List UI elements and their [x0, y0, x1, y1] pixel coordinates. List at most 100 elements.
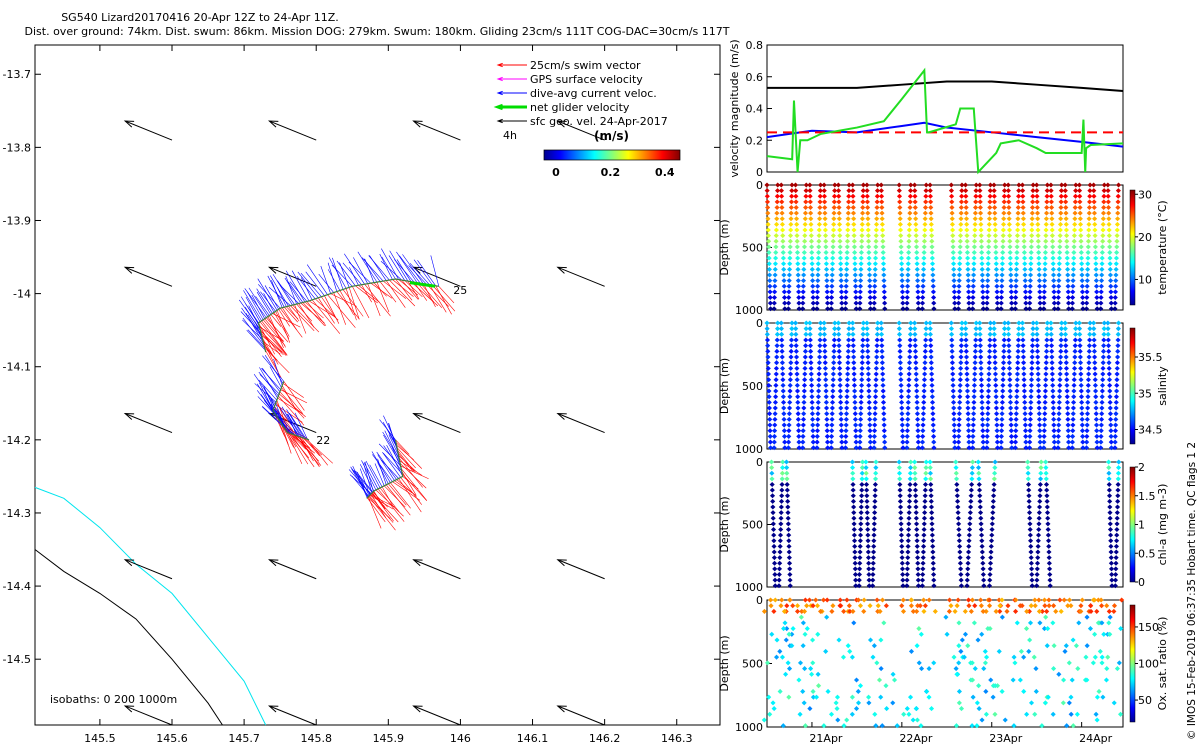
salinity-profile-point: [850, 343, 856, 349]
salinity-profile-point: [810, 416, 816, 422]
salinity-profile-point: [816, 365, 822, 371]
salinity-profile-point: [994, 416, 1000, 422]
salinity-profile-point: [873, 365, 879, 371]
chlorophyll-profile-point: [1108, 560, 1114, 566]
temperature-profile-point: [1072, 204, 1078, 211]
chlorophyll-profile-point: [977, 498, 983, 504]
chlorophyll-profile-point: [954, 487, 960, 493]
temperature-profile-point: [904, 306, 910, 312]
oxygen-profile-point: [844, 717, 850, 723]
chlorophyll-profile-point: [851, 521, 857, 527]
chlorophyll-profile-point: [914, 532, 920, 538]
salinity-profile-point: [999, 399, 1005, 405]
chlorophyll-profile-point: [852, 538, 858, 544]
temperature-profile-point: [779, 216, 785, 222]
salinity-profile-point: [1115, 348, 1121, 354]
temperature-profile-point: [1106, 221, 1112, 227]
salinity-profile-point: [772, 422, 778, 428]
chlorophyll-profile-point: [897, 498, 903, 504]
salinity-profile-point: [801, 382, 808, 388]
salinity-profile-point: [793, 354, 800, 360]
swim-vector: [287, 432, 303, 465]
temperature-profile-point: [1105, 199, 1111, 205]
salinity-profile-point: [837, 382, 843, 388]
chlorophyll-profile-point: [921, 515, 927, 521]
oxygen-profile-point: [1070, 637, 1076, 643]
salinity-profile-point: [906, 382, 912, 388]
salinity-profile-point: [873, 360, 880, 366]
salinity-profile-point: [788, 348, 794, 354]
temperature-profile-point: [867, 278, 873, 284]
chlorophyll-profile-point: [865, 526, 871, 533]
chlorophyll-profile-point: [851, 526, 857, 533]
temperature-profile-point: [1034, 210, 1041, 216]
temperature-profile-point: [800, 289, 806, 295]
salinity-profile-point: [1007, 388, 1013, 394]
chlorophyll-profile-point: [871, 538, 877, 544]
temperature-profile-point: [992, 233, 998, 239]
chlorophyll-profile-point: [987, 571, 993, 578]
salinity-profile-point: [1107, 405, 1113, 411]
salinity-profile-point: [993, 394, 999, 400]
temperature-profile-point: [807, 199, 813, 205]
temperature-profile-point: [963, 193, 969, 199]
chlorophyll-profile-point: [1114, 510, 1120, 516]
temperature-profile-point: [1080, 300, 1086, 306]
temperature-profile-point: [1077, 221, 1084, 227]
salinity-profile-point: [898, 371, 904, 377]
temperature-profile-point: [815, 278, 821, 284]
salinity-profile-point: [1034, 337, 1040, 343]
chlorophyll-profile-point: [859, 493, 865, 499]
salinity-profile-point: [994, 428, 1000, 434]
salinity-profile-point: [767, 433, 773, 439]
temperature-profile-point: [971, 249, 977, 256]
temperature-profile-point: [948, 182, 954, 188]
salinity-profile-point: [789, 320, 795, 326]
salinity-profile-point: [831, 348, 837, 354]
salinity-profile-point: [908, 320, 914, 326]
temperature-profile-point: [973, 193, 979, 199]
chlorophyll-profile-point: [953, 459, 959, 465]
chlorophyll-profile-point: [1028, 543, 1034, 549]
dac-vector: [380, 459, 399, 479]
salinity-profile-point: [930, 428, 936, 434]
salinity-profile-points: [764, 320, 1122, 451]
oxygen-profile-point: [955, 597, 961, 603]
temperature-profile-point: [879, 227, 886, 233]
salinity-profile-point: [781, 405, 787, 411]
chlorophyll-profile-point: [905, 549, 911, 555]
oxygen-profile-point: [1053, 608, 1059, 614]
dac-vector: [318, 273, 334, 293]
salinity-profile-point: [1036, 394, 1042, 400]
oxygen-profile-colorbar-label: Ox. sat. ratio (%): [1156, 617, 1169, 711]
salinity-profile-point: [764, 320, 770, 326]
salinity-profile-point: [949, 337, 955, 343]
temperature-profile-point: [1022, 272, 1028, 278]
salinity-profile-point: [858, 411, 864, 417]
temperature-profile-point: [930, 289, 936, 295]
salinity-profile-point: [1070, 422, 1076, 428]
salinity-profile-point: [950, 371, 956, 377]
salinity-profile-point: [1012, 445, 1018, 451]
salinity-profile-point: [1014, 399, 1020, 405]
oxygen-profile-point: [1099, 603, 1105, 609]
salinity-profile-point: [793, 337, 799, 343]
oxygen-profile-point: [845, 643, 851, 649]
chlorophyll-profile-colorbar: [1129, 466, 1136, 583]
dac-vector: [363, 258, 381, 282]
temperature-profile-point: [970, 300, 976, 306]
temperature-profile-point: [896, 182, 902, 188]
temperature-profile-point: [845, 210, 851, 216]
salinity-profile-point: [1029, 365, 1035, 371]
temperature-profile-point: [1115, 199, 1121, 205]
temperature-profile-point: [800, 278, 807, 284]
oxygen-profile-point: [987, 603, 993, 609]
chlorophyll-profile-point: [864, 515, 870, 521]
salinity-profile-point: [821, 326, 827, 332]
temperature-profile-point: [928, 210, 934, 216]
temperature-profile-point: [972, 227, 978, 233]
chlorophyll-profile-point: [1106, 465, 1112, 471]
temperature-profile-point: [921, 266, 927, 272]
temperature-profile-point: [1020, 216, 1026, 222]
dac-vector: [268, 287, 291, 306]
